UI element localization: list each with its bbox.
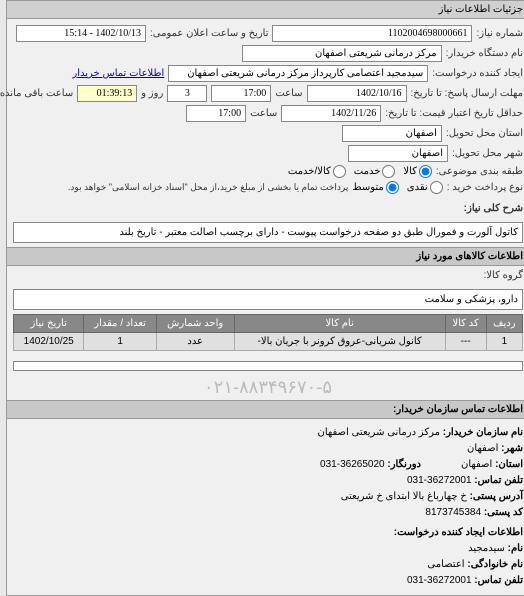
time-remaining-input xyxy=(71,85,131,102)
req-family: اعتصامی xyxy=(421,559,458,570)
response-date-input[interactable] xyxy=(301,85,401,102)
general-desc-box: کاتول آلورت و فمورال طبق دو صفحه درخواست… xyxy=(7,222,517,243)
radio-medium-input[interactable] xyxy=(380,181,393,194)
radio-goods-service-label: کالا/خدمت xyxy=(282,166,325,177)
radio-goods-service[interactable]: کالا/خدمت xyxy=(282,165,340,178)
response-deadline-label: مهلت ارسال پاسخ: تا تاریخ: xyxy=(405,88,517,99)
req-family-label: نام خانوادگی: xyxy=(461,559,517,570)
goods-section-header: اطلاعات کالاهای مورد نیاز xyxy=(1,247,523,266)
table-cell: عدد xyxy=(150,333,228,351)
contact-address: خ چهارباغ بالا ابتدای خ شریعتی xyxy=(335,491,461,502)
radio-cash-label: نقدی xyxy=(401,182,422,193)
radio-cash-input[interactable] xyxy=(424,181,437,194)
buyer-contact-link[interactable]: اطلاعات تماس خریدار xyxy=(66,68,158,79)
panel-title: جزئیات اطلاعات نیاز xyxy=(1,1,523,19)
radio-service-label: خدمت xyxy=(348,166,375,177)
goods-table: ردیف کد کالا نام کالا واحد شمارش تعداد /… xyxy=(7,314,517,351)
radio-medium-label: متوسط xyxy=(346,182,377,193)
contact-section-header: اطلاعات تماس سازمان خریدار: xyxy=(1,400,523,419)
radio-medium[interactable]: متوسط xyxy=(346,181,392,194)
contact-state: اصفهان xyxy=(455,459,486,470)
buyer-notes-box xyxy=(7,361,517,371)
contact-state-label: استان: xyxy=(489,459,517,470)
time-label-2: ساعت xyxy=(244,108,271,119)
announce-datetime-input[interactable] xyxy=(10,25,140,42)
contact-org-label: نام سازمان خریدار: xyxy=(437,427,517,438)
radio-goods-input[interactable] xyxy=(413,165,426,178)
contact-city: اصفهان xyxy=(461,443,492,454)
table-row[interactable]: 1---کانول شریانی-عروق کرونر با جریان بال… xyxy=(8,333,517,351)
category-label: طبقه بندی موضوعی: xyxy=(430,166,517,177)
table-cell: --- xyxy=(439,333,480,351)
table-cell: 1 xyxy=(480,333,516,351)
radio-service[interactable]: خدمت xyxy=(348,165,390,178)
th-unit: واحد شمارش xyxy=(150,315,228,333)
req-phone-label: تلفن تماس: xyxy=(468,575,517,586)
radio-goods[interactable]: کالا xyxy=(397,165,426,178)
radio-cash[interactable]: نقدی xyxy=(401,181,437,194)
th-code: کد کالا xyxy=(439,315,480,333)
general-desc-label: شرح کلی نیاز: xyxy=(458,203,517,214)
contact-postal-label: کد پستی: xyxy=(478,507,517,518)
payment-label: نوع پرداخت خرید : xyxy=(441,182,517,193)
contact-city-label: شهر: xyxy=(495,443,517,454)
payment-note: پرداخت تمام یا بخشی از مبلغ خرید،از محل … xyxy=(62,182,342,193)
requester-label: ایجاد کننده درخواست: xyxy=(426,68,517,79)
radio-goods-label: کالا xyxy=(397,166,411,177)
validity-label: حداقل تاریخ اعتبار قیمت: تا تاریخ: xyxy=(379,108,517,119)
delivery-state-input[interactable] xyxy=(336,125,436,142)
table-header-row: ردیف کد کالا نام کالا واحد شمارش تعداد /… xyxy=(8,315,517,333)
contact-phone-label: تلفن تماس: xyxy=(468,475,517,486)
announce-datetime-label: تاریخ و ساعت اعلان عمومی: xyxy=(144,28,263,39)
table-cell: کانول شریانی-عروق کرونر با جریان بالا- xyxy=(228,333,439,351)
days-and-label: روز و xyxy=(135,88,157,99)
requester-section-label: اطلاعات ایجاد کننده درخواست: xyxy=(7,525,517,541)
req-name: سیدمجید xyxy=(462,543,499,554)
request-number-label: شماره نیاز: xyxy=(470,28,517,39)
goods-group-box: دارو، پزشکی و سلامت xyxy=(7,289,517,310)
delivery-state-label: استان محل تحویل: xyxy=(440,128,517,139)
buyer-org-input[interactable] xyxy=(236,45,436,62)
req-phone: 36272001-031 xyxy=(401,575,466,586)
payment-radio-group: نقدی متوسط xyxy=(346,181,436,194)
radio-goods-service-input[interactable] xyxy=(327,165,340,178)
contact-section: نام سازمان خریدار: مرکز درمانی شریعتی اص… xyxy=(1,419,523,595)
time-label-1: ساعت xyxy=(269,88,296,99)
validity-time-input[interactable] xyxy=(180,105,240,122)
response-time-input[interactable] xyxy=(205,85,265,102)
th-qty: تعداد / مقدار xyxy=(78,315,150,333)
request-number-input[interactable] xyxy=(266,25,466,42)
goods-group-label: گروه کالا: xyxy=(478,270,517,281)
contact-phone: 36272001-031 xyxy=(401,475,466,486)
req-name-label: نام: xyxy=(502,543,517,554)
validity-date-input[interactable] xyxy=(275,105,375,122)
radio-service-input[interactable] xyxy=(376,165,389,178)
table-cell: 1402/10/25 xyxy=(8,333,78,351)
days-remaining-input xyxy=(161,85,201,102)
contact-postal: 8173745384 xyxy=(419,507,475,518)
time-remaining-label: ساعت باقی مانده xyxy=(0,88,67,99)
th-row: ردیف xyxy=(480,315,516,333)
table-cell: 1 xyxy=(78,333,150,351)
contact-address-label: آدرس پستی: xyxy=(464,491,517,502)
th-date: تاریخ نیاز xyxy=(8,315,78,333)
watermark-phone: ۰۲۱-۸۸۳۴۹۶۷۰-۵ xyxy=(1,375,523,400)
buyer-org-label: نام دستگاه خریدار: xyxy=(440,48,517,59)
details-panel: جزئیات اطلاعات نیاز شماره نیاز: تاریخ و … xyxy=(0,0,524,596)
delivery-city-label: شهر محل تحویل: xyxy=(446,148,517,159)
form-area: شماره نیاز: تاریخ و ساعت اعلان عمومی: نا… xyxy=(1,19,523,203)
contact-fax-label: دورنگار: xyxy=(381,459,415,470)
requester-input[interactable] xyxy=(162,65,422,82)
th-name: نام کالا xyxy=(228,315,439,333)
contact-fax: 36265020-031 xyxy=(314,459,379,470)
contact-org: مرکز درمانی شریعتی اصفهان xyxy=(311,427,433,438)
delivery-city-input[interactable] xyxy=(342,145,442,162)
category-radio-group: کالا خدمت کالا/خدمت xyxy=(282,165,426,178)
